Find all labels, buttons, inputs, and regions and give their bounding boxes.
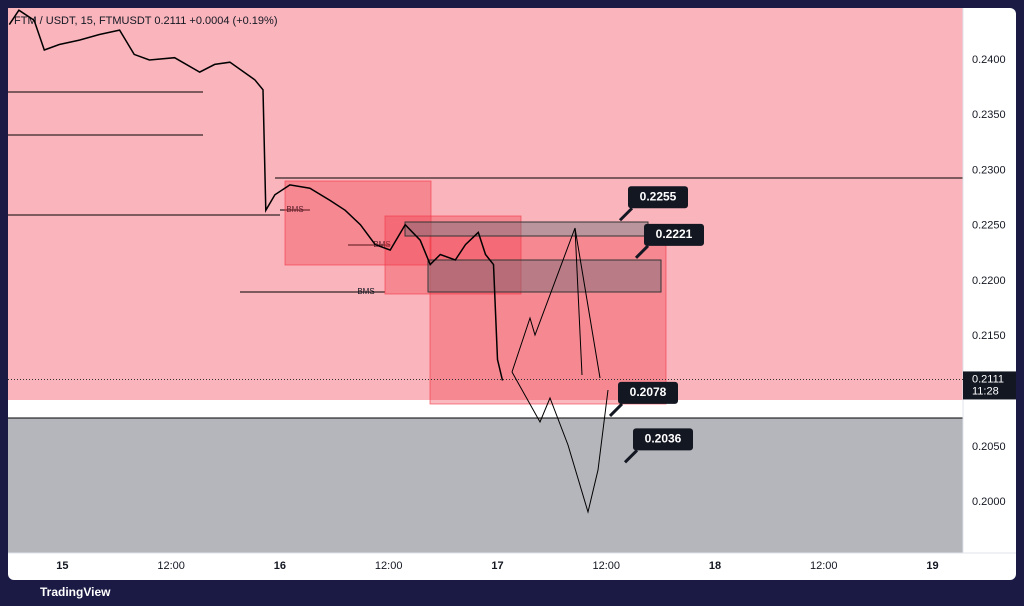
x-tick-label: 19 <box>926 560 938 572</box>
x-tick-label: 16 <box>274 560 286 572</box>
forecast-path <box>511 227 583 376</box>
x-tick-label: 15 <box>56 560 68 572</box>
x-tick-label: 12:00 <box>375 560 403 572</box>
callout-label: 0.2255 <box>640 189 677 203</box>
callout-box <box>644 223 704 246</box>
y-tick-label: 0.2200 <box>972 275 1006 287</box>
x-tick-label: 12:00 <box>157 560 185 572</box>
x-tick-label: 12:00 <box>810 560 838 572</box>
x-tick-label: 12:00 <box>592 560 620 572</box>
y-tick-label: 0.2050 <box>972 441 1006 453</box>
callout-pointer <box>618 207 634 222</box>
order-block <box>384 215 522 295</box>
chart-title: FTM / USDT, 15, FTMUSDT 0.2111 +0.0004 (… <box>14 15 278 27</box>
bms-label: BMS <box>357 287 374 296</box>
bms-label: BMS <box>286 205 303 214</box>
gap-box <box>404 221 649 237</box>
callout-label: 0.2078 <box>630 385 667 399</box>
last-price-label: 0.2111 <box>972 373 1004 385</box>
last-price-box <box>963 371 1016 400</box>
callout-label: 0.2221 <box>656 227 693 241</box>
callout-label: 0.2036 <box>645 432 682 446</box>
price-line <box>8 9 504 381</box>
callout-pointer <box>634 244 650 259</box>
y-tick-label: 0.2150 <box>972 330 1006 342</box>
x-tick-label: 17 <box>491 560 503 572</box>
last-time-label: 11:28 <box>972 385 999 397</box>
x-tick-label: 18 <box>709 560 721 572</box>
y-tick-label: 0.2300 <box>972 164 1006 176</box>
callout-box <box>633 428 693 451</box>
supply-zone <box>8 8 963 400</box>
y-tick-label: 0.2000 <box>972 496 1006 508</box>
forecast-path <box>511 371 609 514</box>
callout-box <box>618 381 678 404</box>
brand: TradingView <box>40 585 111 599</box>
y-tick-label: 0.2400 <box>972 54 1006 66</box>
callout-pointer <box>608 402 624 417</box>
callout-box <box>628 186 688 209</box>
y-tick-label: 0.2350 <box>972 109 1006 121</box>
bms-label: BMS <box>373 240 390 249</box>
forecast-path <box>574 227 601 379</box>
callout-pointer <box>623 449 639 464</box>
demand-zone <box>8 418 963 553</box>
y-tick-label: 0.2250 <box>972 220 1006 232</box>
gap-box <box>427 259 662 293</box>
